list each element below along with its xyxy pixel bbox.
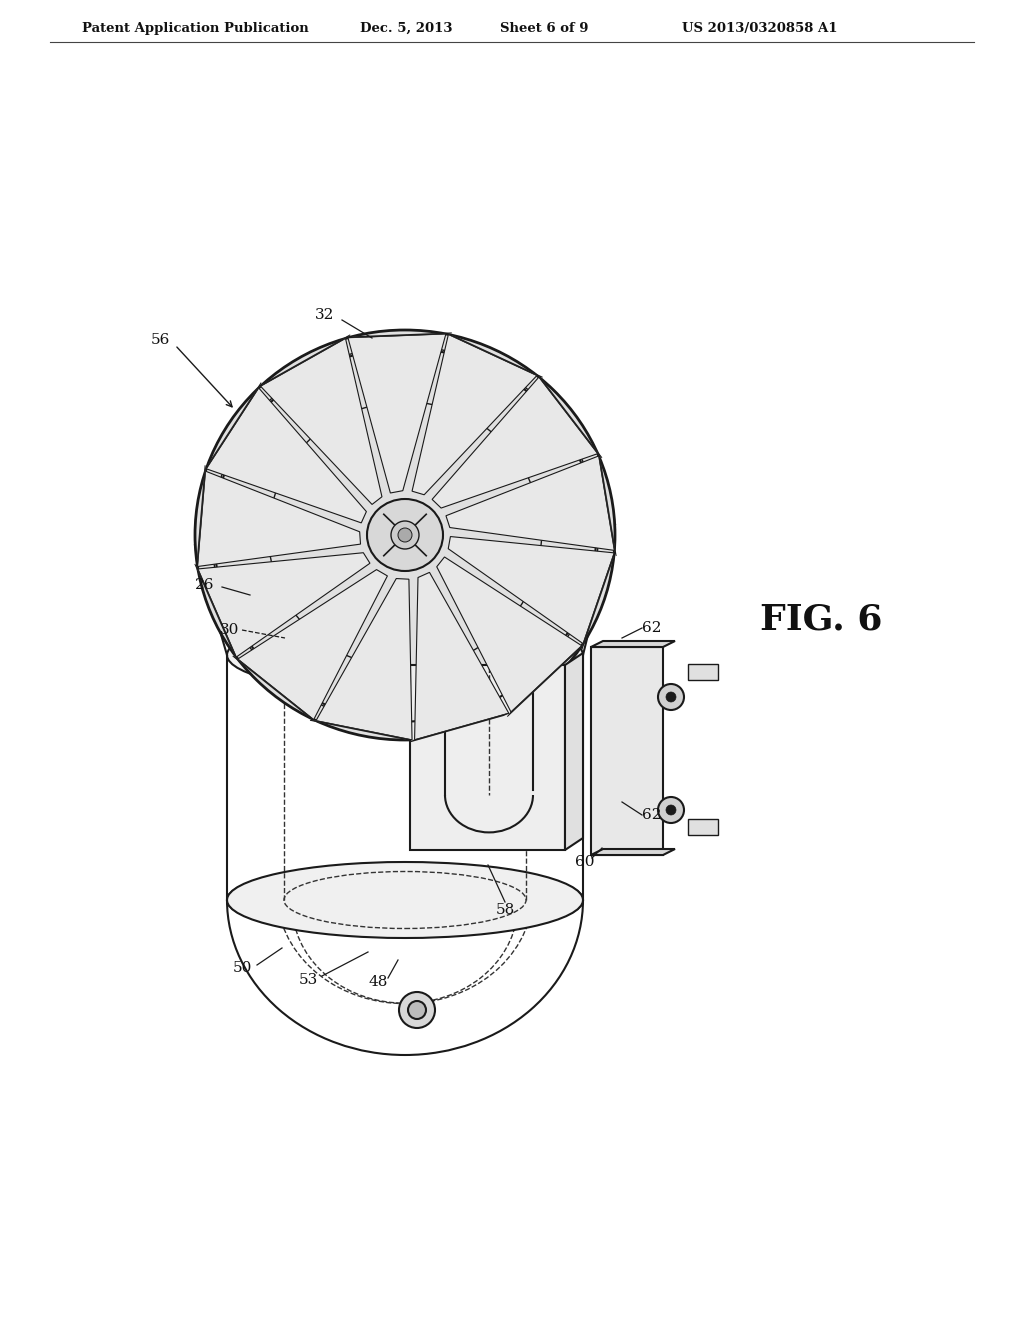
Polygon shape: [449, 334, 543, 378]
Text: 58: 58: [496, 903, 515, 917]
Polygon shape: [195, 564, 237, 657]
Polygon shape: [591, 642, 675, 647]
Polygon shape: [688, 664, 718, 680]
Polygon shape: [198, 471, 360, 566]
Ellipse shape: [227, 863, 583, 936]
Circle shape: [408, 1001, 426, 1019]
Polygon shape: [599, 455, 616, 556]
Polygon shape: [197, 465, 206, 566]
Polygon shape: [591, 849, 675, 855]
Polygon shape: [348, 334, 445, 492]
Text: Patent Application Publication: Patent Application Publication: [82, 22, 309, 36]
Polygon shape: [449, 536, 614, 644]
Text: 30: 30: [220, 623, 240, 638]
Polygon shape: [310, 721, 412, 741]
Polygon shape: [507, 645, 582, 717]
Polygon shape: [316, 578, 412, 741]
Ellipse shape: [195, 330, 615, 741]
Text: 50: 50: [232, 961, 252, 975]
Polygon shape: [260, 338, 382, 504]
Polygon shape: [412, 334, 537, 495]
Circle shape: [658, 684, 684, 710]
Polygon shape: [348, 333, 452, 338]
Polygon shape: [539, 378, 602, 458]
Circle shape: [666, 805, 676, 814]
Text: 60: 60: [575, 855, 595, 869]
Ellipse shape: [227, 616, 583, 693]
Circle shape: [399, 993, 435, 1028]
Polygon shape: [206, 383, 261, 469]
Polygon shape: [688, 818, 718, 836]
Text: 48: 48: [369, 975, 388, 989]
Text: 62: 62: [642, 808, 662, 822]
Text: 32: 32: [315, 308, 335, 322]
Circle shape: [398, 528, 412, 543]
Text: Dec. 5, 2013: Dec. 5, 2013: [360, 22, 453, 36]
Polygon shape: [565, 653, 583, 850]
Text: 56: 56: [151, 333, 170, 347]
Ellipse shape: [227, 862, 583, 939]
Text: 53: 53: [298, 973, 317, 987]
Polygon shape: [206, 388, 367, 523]
Polygon shape: [410, 665, 565, 850]
Text: FIG. 6: FIG. 6: [760, 603, 883, 638]
Polygon shape: [198, 553, 370, 657]
Polygon shape: [591, 647, 663, 855]
Polygon shape: [432, 378, 598, 508]
Text: US 2013/0320858 A1: US 2013/0320858 A1: [682, 22, 838, 36]
Circle shape: [658, 797, 684, 822]
Polygon shape: [410, 713, 509, 742]
Polygon shape: [260, 335, 350, 387]
Polygon shape: [415, 573, 509, 739]
Ellipse shape: [367, 499, 443, 572]
Text: 26: 26: [196, 578, 215, 591]
Circle shape: [391, 521, 419, 549]
Circle shape: [666, 692, 676, 702]
Polygon shape: [437, 557, 582, 711]
Polygon shape: [446, 455, 614, 550]
Polygon shape: [582, 553, 614, 649]
Polygon shape: [238, 570, 387, 719]
Text: 62: 62: [642, 620, 662, 635]
Polygon shape: [232, 656, 313, 719]
Text: Sheet 6 of 9: Sheet 6 of 9: [500, 22, 589, 36]
